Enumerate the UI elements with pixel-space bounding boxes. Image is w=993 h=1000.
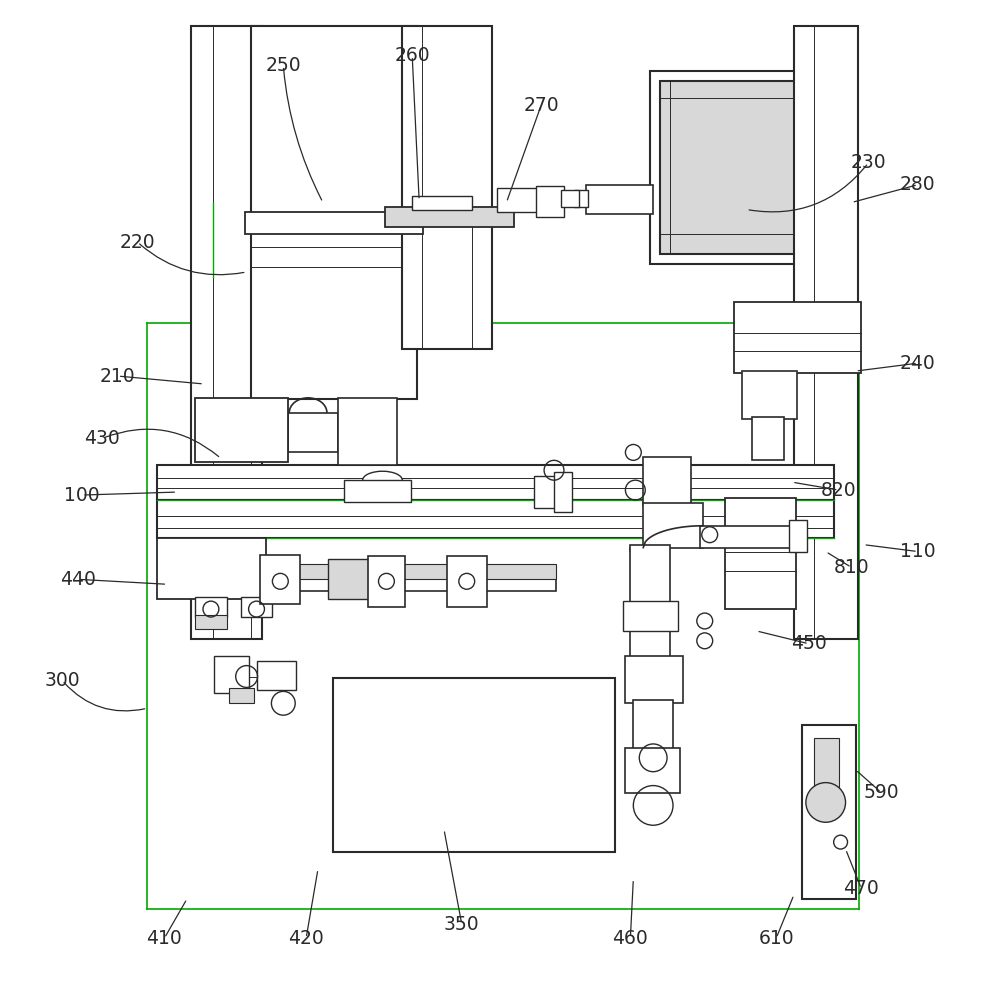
Bar: [634, 700, 673, 750]
Bar: [157, 538, 266, 599]
Bar: [250, 26, 417, 399]
Bar: [631, 545, 670, 659]
Bar: [814, 738, 839, 802]
Bar: [402, 26, 492, 349]
Bar: [536, 186, 564, 217]
Bar: [260, 555, 300, 604]
Bar: [626, 748, 680, 793]
Text: 240: 240: [900, 354, 935, 373]
Bar: [240, 597, 272, 617]
Bar: [344, 480, 411, 502]
Text: 470: 470: [843, 879, 879, 898]
Text: 230: 230: [851, 153, 886, 172]
Text: 350: 350: [444, 915, 480, 934]
Bar: [298, 564, 556, 579]
Bar: [794, 26, 858, 639]
Bar: [624, 601, 678, 631]
Bar: [496, 188, 544, 212]
Text: 260: 260: [394, 46, 430, 65]
Text: 810: 810: [834, 558, 869, 577]
Text: 430: 430: [84, 429, 120, 448]
Bar: [626, 656, 683, 703]
Bar: [650, 71, 856, 264]
Ellipse shape: [362, 471, 402, 489]
Text: 210: 210: [100, 367, 135, 386]
Bar: [725, 498, 796, 609]
Bar: [367, 556, 405, 607]
Bar: [643, 457, 691, 505]
Bar: [554, 472, 572, 512]
Bar: [586, 185, 653, 214]
Bar: [228, 688, 253, 703]
Bar: [802, 725, 856, 899]
Bar: [195, 615, 226, 629]
Bar: [789, 520, 807, 552]
Text: 270: 270: [523, 96, 559, 115]
Bar: [561, 190, 579, 207]
Text: 250: 250: [265, 56, 301, 75]
Text: 440: 440: [61, 570, 96, 589]
Bar: [743, 371, 797, 419]
Text: 280: 280: [900, 175, 935, 194]
Bar: [195, 597, 226, 617]
Bar: [735, 302, 861, 373]
Bar: [333, 678, 616, 852]
Bar: [195, 398, 288, 462]
Text: 220: 220: [120, 233, 155, 252]
Text: 820: 820: [821, 481, 856, 500]
Bar: [213, 656, 248, 693]
Bar: [328, 559, 372, 599]
Text: 460: 460: [613, 929, 648, 948]
Text: 410: 410: [146, 929, 182, 948]
Bar: [385, 207, 514, 227]
Bar: [191, 26, 262, 639]
Bar: [643, 503, 703, 548]
Bar: [447, 556, 487, 607]
Circle shape: [806, 783, 846, 822]
Text: 110: 110: [900, 542, 935, 561]
Bar: [157, 500, 834, 538]
Bar: [338, 398, 397, 465]
Text: 300: 300: [45, 671, 80, 690]
Text: 420: 420: [288, 929, 324, 948]
Text: 450: 450: [791, 634, 827, 653]
Bar: [753, 417, 784, 460]
Text: 610: 610: [759, 929, 794, 948]
Text: 590: 590: [864, 783, 899, 802]
Bar: [534, 476, 559, 508]
Bar: [700, 526, 791, 548]
Bar: [574, 190, 588, 207]
Bar: [298, 569, 556, 591]
Bar: [244, 212, 423, 234]
Bar: [660, 81, 847, 254]
Text: 100: 100: [65, 486, 100, 505]
Bar: [256, 661, 296, 690]
Bar: [147, 323, 859, 909]
Bar: [288, 413, 338, 452]
Bar: [157, 465, 834, 500]
Bar: [412, 196, 472, 210]
